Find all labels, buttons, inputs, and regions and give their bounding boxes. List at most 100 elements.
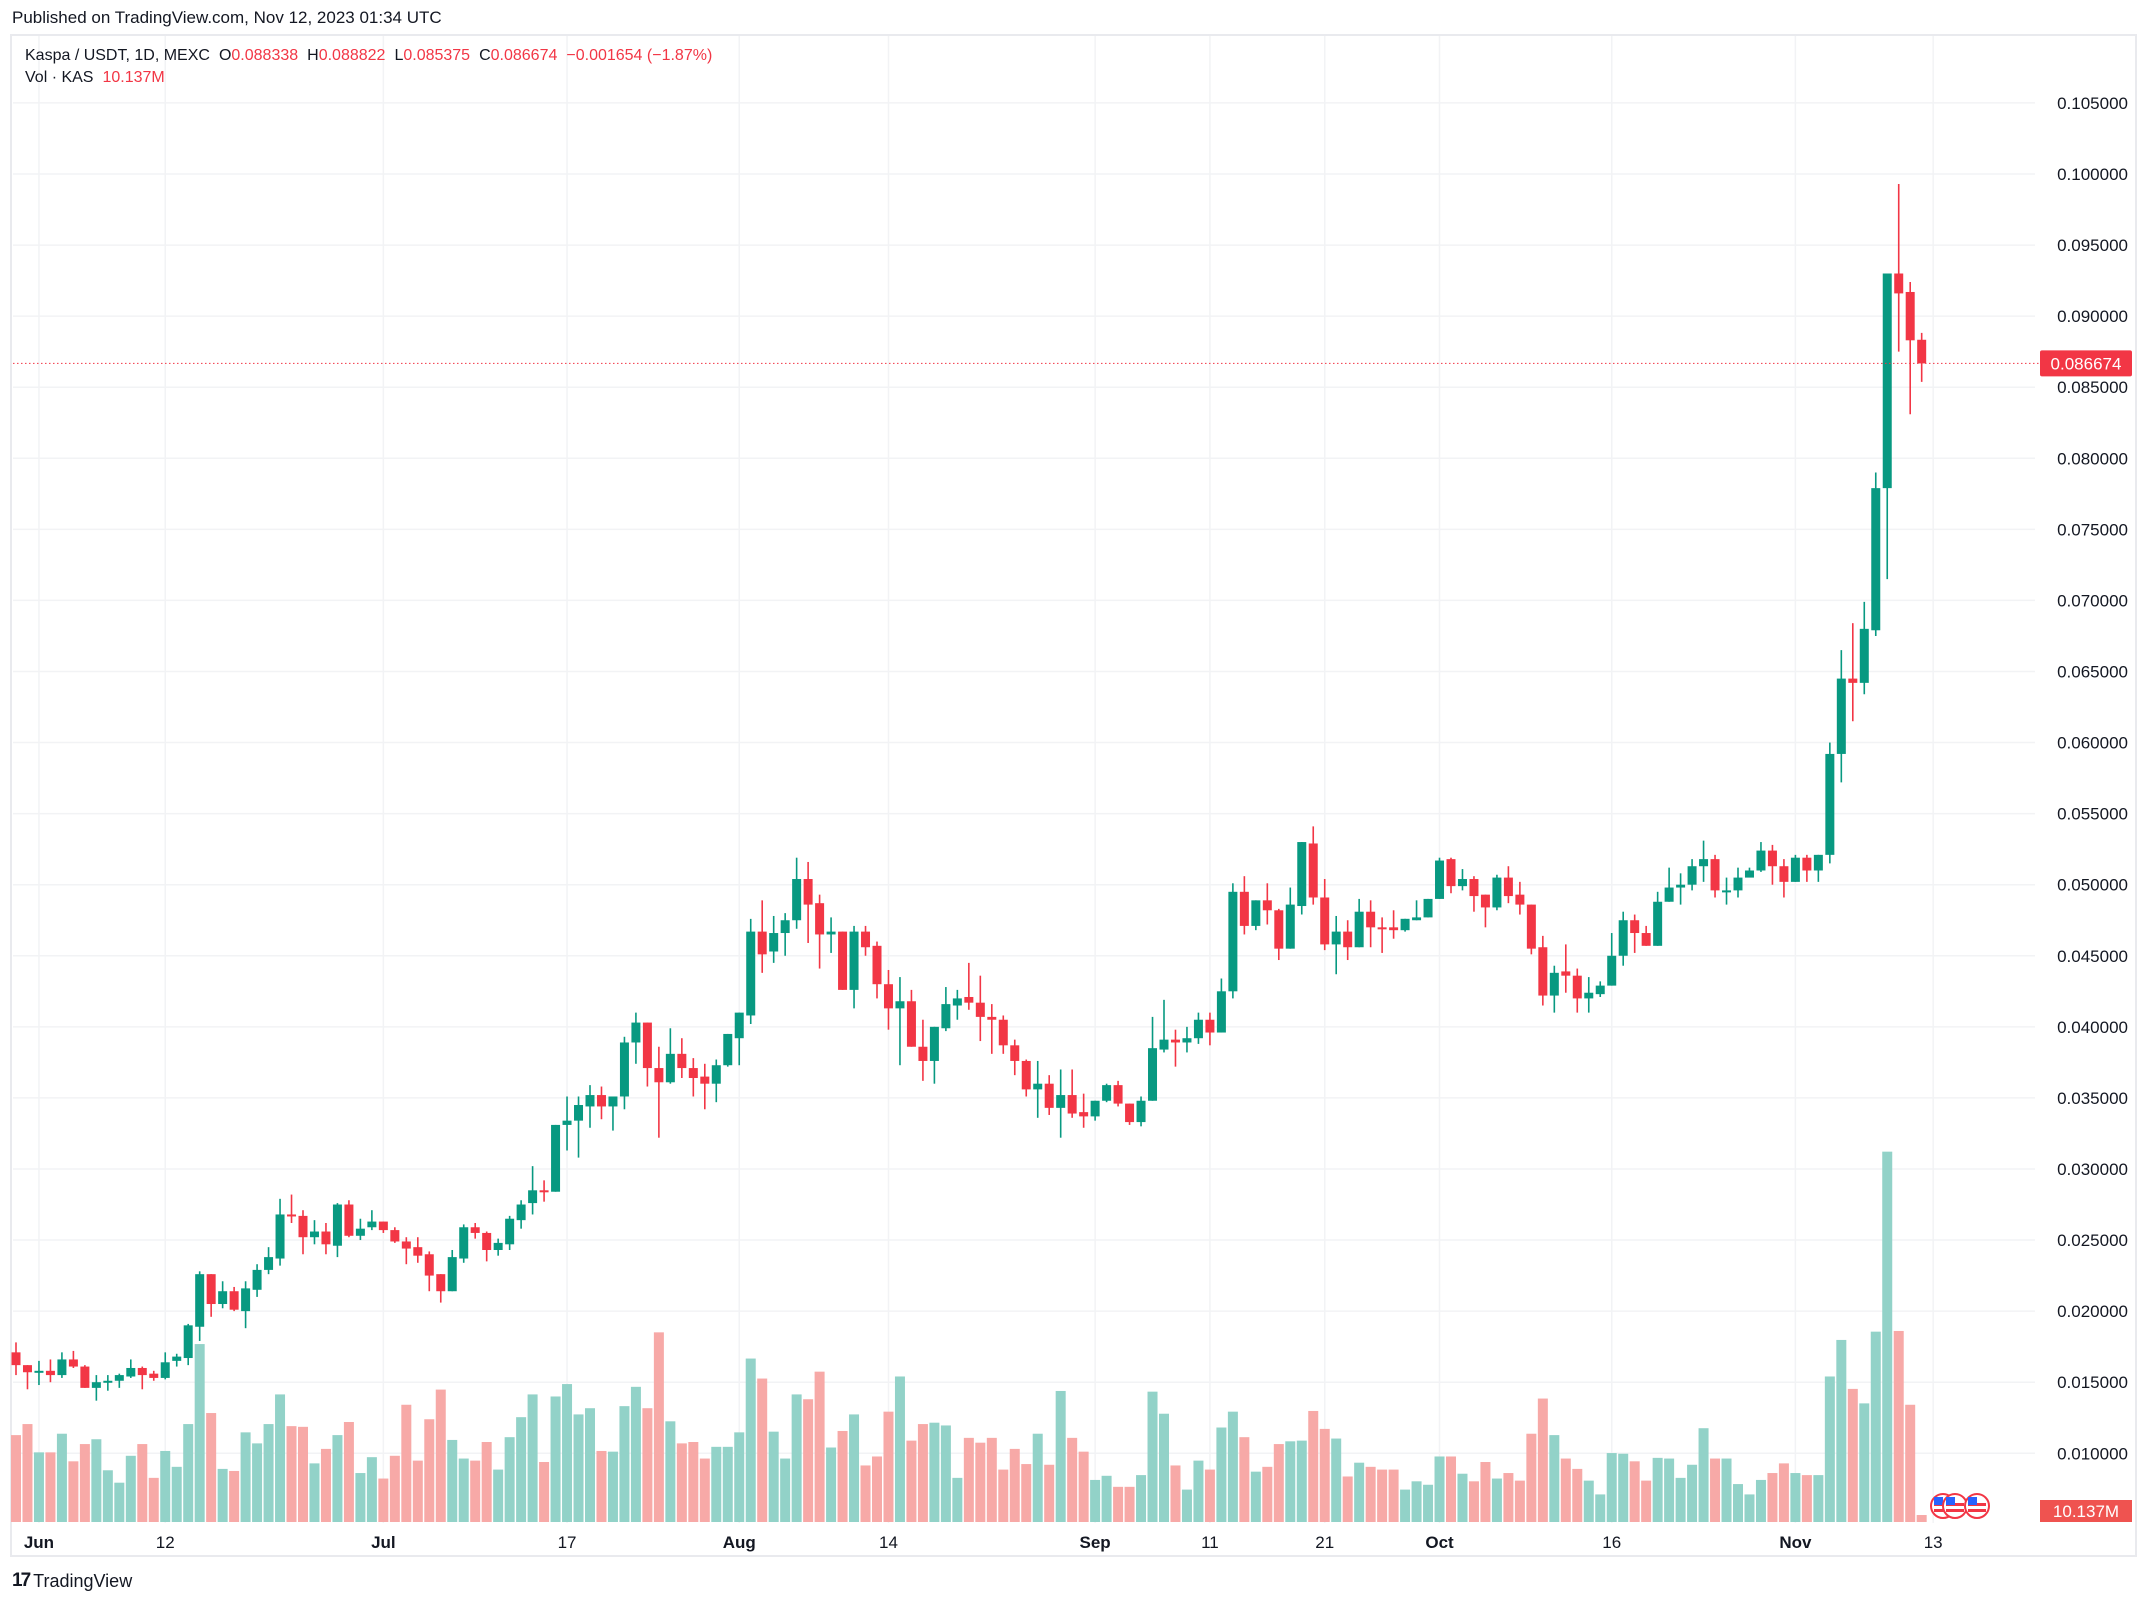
- candle-body[interactable]: [1125, 1103, 1135, 1123]
- candle-body[interactable]: [551, 1124, 561, 1192]
- candle-body[interactable]: [1354, 911, 1364, 948]
- candle-body[interactable]: [1205, 1019, 1215, 1033]
- candle-body[interactable]: [1044, 1083, 1054, 1108]
- candle-body[interactable]: [861, 931, 871, 948]
- candle-body[interactable]: [1056, 1095, 1066, 1108]
- candle-body[interactable]: [1469, 879, 1479, 897]
- candle-body[interactable]: [1377, 927, 1387, 930]
- candle-body[interactable]: [1457, 879, 1467, 887]
- candle-body[interactable]: [252, 1269, 262, 1290]
- candle-body[interactable]: [1102, 1085, 1112, 1101]
- candle-body[interactable]: [1492, 877, 1502, 908]
- candle-body[interactable]: [1193, 1019, 1203, 1039]
- candle-body[interactable]: [688, 1068, 698, 1079]
- candle-body[interactable]: [436, 1274, 446, 1292]
- candle-body[interactable]: [539, 1190, 549, 1193]
- candle-body[interactable]: [723, 1033, 733, 1066]
- candle-body[interactable]: [987, 1016, 997, 1020]
- candle-body[interactable]: [562, 1120, 572, 1125]
- candle-body[interactable]: [22, 1365, 32, 1373]
- candle-body[interactable]: [1664, 887, 1674, 902]
- candle-body[interactable]: [1113, 1085, 1123, 1104]
- candle-body[interactable]: [1423, 898, 1433, 918]
- candle-body[interactable]: [1779, 866, 1789, 882]
- candle-body[interactable]: [895, 1001, 905, 1009]
- candle-body[interactable]: [264, 1257, 274, 1270]
- candle-body[interactable]: [160, 1362, 170, 1378]
- candle-body[interactable]: [459, 1227, 469, 1259]
- candle-body[interactable]: [413, 1247, 423, 1256]
- candle-body[interactable]: [1308, 843, 1318, 898]
- candle-body[interactable]: [1767, 850, 1777, 867]
- candle-body[interactable]: [1641, 933, 1651, 946]
- candle-body[interactable]: [206, 1274, 216, 1305]
- candle-body[interactable]: [298, 1215, 308, 1238]
- candle-body[interactable]: [528, 1190, 538, 1204]
- candle-body[interactable]: [1526, 904, 1536, 949]
- candle-body[interactable]: [1699, 859, 1709, 867]
- candle-body[interactable]: [1756, 850, 1766, 871]
- candle-body[interactable]: [1400, 918, 1410, 931]
- candle-body[interactable]: [505, 1218, 515, 1245]
- candle-body[interactable]: [929, 1026, 939, 1061]
- candle-body[interactable]: [137, 1367, 147, 1376]
- candle-body[interactable]: [332, 1204, 342, 1246]
- candle-body[interactable]: [516, 1204, 526, 1221]
- candle-body[interactable]: [355, 1228, 365, 1236]
- candle-body[interactable]: [1170, 1039, 1180, 1043]
- tradingview-logo[interactable]: 17 TradingView: [12, 1570, 132, 1592]
- candle-body[interactable]: [1331, 931, 1341, 945]
- us-flag-event-icon[interactable]: [1964, 1493, 1990, 1519]
- candle-body[interactable]: [665, 1053, 675, 1083]
- candle-body[interactable]: [1825, 753, 1835, 855]
- candle-body[interactable]: [918, 1046, 928, 1061]
- candle-body[interactable]: [1538, 947, 1548, 996]
- candle-body[interactable]: [1836, 678, 1846, 754]
- candle-body[interactable]: [1262, 900, 1272, 911]
- candle-body[interactable]: [1859, 628, 1869, 683]
- candle-body[interactable]: [493, 1242, 503, 1250]
- candle-body[interactable]: [1228, 891, 1238, 992]
- candle-body[interactable]: [378, 1221, 388, 1231]
- candle-body[interactable]: [585, 1095, 595, 1107]
- candle-body[interactable]: [34, 1370, 44, 1373]
- candle-body[interactable]: [654, 1068, 664, 1083]
- candle-body[interactable]: [1905, 291, 1915, 341]
- candle-body[interactable]: [1733, 877, 1743, 891]
- candle-body[interactable]: [1343, 931, 1353, 948]
- candle-body[interactable]: [11, 1352, 21, 1366]
- candle-body[interactable]: [103, 1380, 113, 1383]
- candle-body[interactable]: [68, 1359, 78, 1367]
- candle-body[interactable]: [1687, 866, 1697, 885]
- candle-body[interactable]: [1630, 920, 1640, 934]
- candle-body[interactable]: [1549, 972, 1559, 996]
- candle-body[interactable]: [1480, 894, 1490, 908]
- candle-body[interactable]: [642, 1022, 652, 1069]
- candle-body[interactable]: [677, 1053, 687, 1069]
- candle-body[interactable]: [1676, 884, 1686, 888]
- candle-body[interactable]: [1515, 894, 1525, 905]
- candle-body[interactable]: [1584, 992, 1594, 999]
- candle-body[interactable]: [975, 1002, 985, 1017]
- candle-body[interactable]: [574, 1105, 584, 1121]
- candle-body[interactable]: [1366, 911, 1376, 928]
- us-flag-event-icon[interactable]: [1942, 1493, 1968, 1519]
- candle-body[interactable]: [619, 1042, 629, 1097]
- candle-body[interactable]: [734, 1012, 744, 1039]
- candle-body[interactable]: [838, 931, 848, 990]
- candle-body[interactable]: [172, 1356, 182, 1361]
- candle-body[interactable]: [401, 1241, 411, 1249]
- candle-body[interactable]: [1285, 904, 1295, 949]
- candle-body[interactable]: [906, 1001, 916, 1047]
- candle-body[interactable]: [424, 1254, 434, 1276]
- candle-body[interactable]: [482, 1232, 492, 1250]
- candle-body[interactable]: [218, 1291, 228, 1305]
- candle-body[interactable]: [792, 879, 802, 921]
- candle-body[interactable]: [1744, 870, 1754, 878]
- candle-body[interactable]: [1435, 860, 1445, 899]
- candle-body[interactable]: [1722, 890, 1732, 893]
- candle-body[interactable]: [1033, 1083, 1043, 1090]
- candle-body[interactable]: [1297, 842, 1307, 907]
- candle-body[interactable]: [815, 903, 825, 935]
- candle-body[interactable]: [941, 1004, 951, 1029]
